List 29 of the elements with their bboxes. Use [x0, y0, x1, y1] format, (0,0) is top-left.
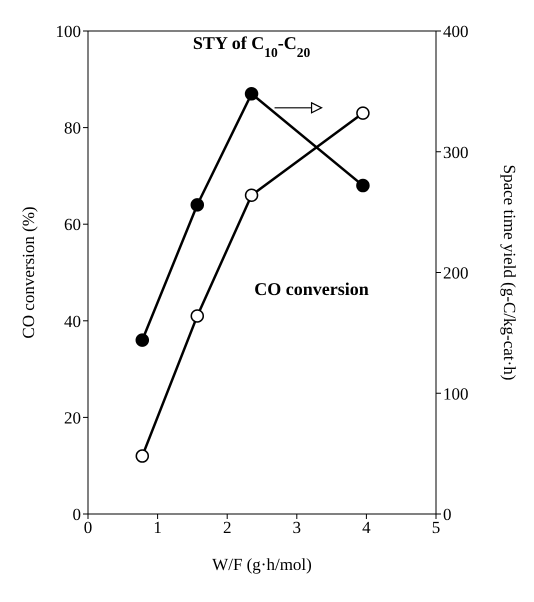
x-tick-label: 4 — [362, 518, 372, 538]
y2-axis-title: Space time yield (g-C/kg-cat·h) — [500, 164, 519, 380]
y-tick-label: 40 — [64, 312, 81, 331]
point — [244, 188, 258, 202]
point — [190, 198, 204, 212]
x-tick-label: 3 — [292, 518, 302, 538]
text: CO conversion — [254, 279, 369, 300]
point — [244, 87, 258, 101]
y2-tick-label: 400 — [443, 22, 468, 42]
x-tick-label: 5 — [432, 518, 440, 538]
y2-tick-label: 200 — [443, 264, 468, 283]
y-tick-label: 100 — [56, 22, 81, 42]
y-tick-label: 0 — [72, 505, 81, 524]
y2-tick-label: 0 — [443, 505, 452, 524]
text: STY of C$_{10}$-C$_{20}$ — [192, 32, 310, 60]
y-tick-label: 80 — [64, 118, 81, 138]
x-tick-label: 1 — [153, 518, 162, 538]
point — [136, 449, 150, 463]
point — [356, 178, 370, 192]
y-tick-label: 60 — [64, 215, 81, 234]
x-axis-title: W/F (g·h/mol) — [212, 555, 312, 574]
point — [356, 106, 370, 120]
y-tick-label: 20 — [64, 408, 81, 428]
point — [136, 333, 150, 347]
point — [190, 309, 204, 323]
y2-tick-label: 300 — [443, 142, 468, 162]
x-tick-label: 2 — [222, 518, 232, 538]
y-axis-title: CO conversion (%) — [19, 206, 38, 339]
y2-tick-label: 100 — [443, 384, 468, 404]
